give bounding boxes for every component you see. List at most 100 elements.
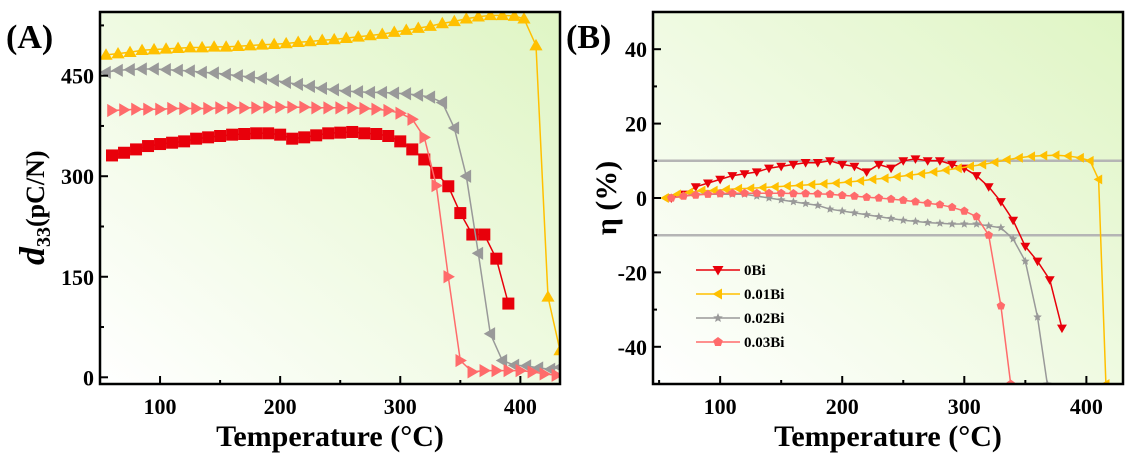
data-point xyxy=(935,218,945,227)
data-point xyxy=(142,140,155,153)
data-point xyxy=(691,190,700,199)
data-point xyxy=(818,178,828,189)
data-point xyxy=(423,90,436,104)
data-point xyxy=(159,63,171,77)
data-point xyxy=(255,38,269,50)
data-point xyxy=(203,101,215,116)
data-point xyxy=(989,157,999,168)
data-point xyxy=(782,181,791,192)
legend-label: 0Bi xyxy=(744,263,766,279)
data-point xyxy=(191,101,203,116)
data-point xyxy=(801,199,810,208)
data-point xyxy=(455,353,467,368)
data-point xyxy=(837,160,848,170)
data-point xyxy=(219,67,231,81)
data-point xyxy=(541,290,555,302)
data-point xyxy=(274,128,287,141)
data-point xyxy=(911,216,920,226)
data-point xyxy=(757,182,767,193)
data-point xyxy=(263,100,275,114)
data-point xyxy=(111,46,125,59)
data-point xyxy=(130,143,143,156)
data-point xyxy=(267,73,279,87)
x-axis-title-a: Temperature (°C) xyxy=(216,420,444,453)
data-point xyxy=(789,189,798,198)
data-point xyxy=(471,246,484,260)
plot-frame-a xyxy=(98,10,562,386)
data-point xyxy=(407,112,419,126)
data-point xyxy=(358,127,371,140)
data-point xyxy=(447,14,461,27)
data-point xyxy=(347,101,359,115)
data-point xyxy=(431,179,443,193)
data-point xyxy=(335,101,347,115)
data-point xyxy=(135,62,147,76)
data-point xyxy=(862,210,871,219)
data-point xyxy=(837,206,847,215)
series-group-b xyxy=(660,150,1110,384)
data-point xyxy=(178,135,191,148)
data-point xyxy=(721,184,730,195)
data-point xyxy=(207,66,219,80)
data-point xyxy=(155,102,167,116)
data-point xyxy=(850,191,859,200)
data-point xyxy=(715,189,725,198)
data-point xyxy=(1044,276,1055,285)
data-point xyxy=(399,23,413,35)
data-point xyxy=(154,138,167,151)
data-point xyxy=(411,88,424,102)
data-point xyxy=(996,301,1006,310)
legend-marker xyxy=(713,337,723,346)
data-point xyxy=(406,143,419,156)
data-point xyxy=(934,157,945,166)
data-point xyxy=(728,188,737,197)
y-axis-title-b: η (%) xyxy=(590,161,623,236)
data-point xyxy=(207,40,221,52)
data-point xyxy=(1002,154,1011,165)
series-group-a xyxy=(100,12,560,382)
data-point xyxy=(303,79,315,93)
series-001bi-b xyxy=(660,150,1110,384)
data-point xyxy=(483,327,496,341)
data-point xyxy=(286,132,299,145)
data-point xyxy=(370,127,383,140)
data-point xyxy=(255,71,267,85)
data-point xyxy=(527,365,539,379)
data-point xyxy=(1032,257,1043,267)
data-point xyxy=(679,191,688,200)
data-point xyxy=(1050,150,1060,161)
y-tick-label: 0 xyxy=(83,365,94,390)
data-point xyxy=(984,221,993,230)
data-point xyxy=(375,85,388,100)
data-point xyxy=(315,33,329,45)
data-point xyxy=(667,193,676,202)
data-point xyxy=(837,190,847,199)
data-point xyxy=(953,163,962,174)
data-point xyxy=(745,183,755,194)
data-point xyxy=(418,153,431,166)
data-point xyxy=(862,192,871,201)
series-003bi-a xyxy=(107,100,560,382)
data-point xyxy=(947,160,958,170)
data-point xyxy=(215,101,227,115)
legend-item: 0.02Bi xyxy=(696,311,784,327)
data-point xyxy=(315,81,327,96)
data-point xyxy=(1014,152,1023,163)
legend-item: 0Bi xyxy=(696,263,766,279)
data-point xyxy=(459,12,473,24)
data-point xyxy=(923,198,932,207)
data-point xyxy=(515,363,527,378)
data-point xyxy=(850,208,859,217)
data-point xyxy=(339,31,353,43)
x-tick-label: 300 xyxy=(384,394,417,419)
data-point xyxy=(479,363,491,378)
y-tick-label: 20 xyxy=(625,112,647,137)
legend-label: 0.02Bi xyxy=(744,311,784,327)
data-point xyxy=(310,129,323,142)
data-point xyxy=(1093,174,1103,185)
data-point xyxy=(1075,152,1084,163)
data-point xyxy=(1008,234,1018,243)
y-tick-label: 0 xyxy=(636,186,647,211)
data-point xyxy=(1063,151,1072,161)
y-tick-label: 450 xyxy=(61,64,94,89)
